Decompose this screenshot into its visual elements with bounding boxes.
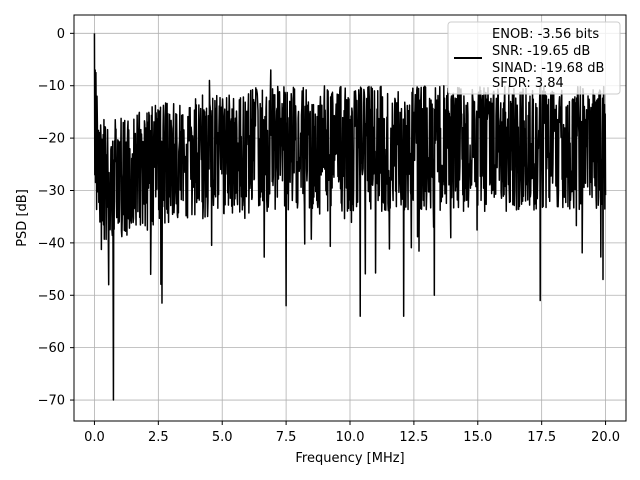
x-tick-label: 17.5 [527, 430, 556, 445]
y-tick-label: −40 [38, 236, 65, 251]
y-tick-label: 0 [57, 27, 65, 42]
y-tick-label: −50 [38, 289, 65, 304]
x-tick-label: 7.5 [276, 430, 297, 445]
x-tick-label: 10.0 [336, 430, 365, 445]
y-tick-label: −70 [38, 394, 65, 409]
x-tick-label: 2.5 [148, 430, 169, 445]
y-axis-ticks: 0 −10 −20 −30 −40 −50 −60 −70 [38, 27, 74, 409]
x-tick-label: 15.0 [463, 430, 492, 445]
x-axis-label: Frequency [MHz] [295, 451, 404, 466]
x-tick-label: 0.0 [84, 430, 105, 445]
x-tick-label: 12.5 [399, 430, 428, 445]
legend: ENOB: -3.56 bits SNR: -19.65 dB SINAD: -… [447, 21, 621, 95]
y-tick-label: −30 [38, 184, 65, 199]
legend-entry-sfdr: SFDR: 3.84 [492, 76, 564, 91]
x-axis-ticks: 0.0 2.5 5.0 7.5 10.0 12.5 15.0 17.5 20.0 [84, 421, 620, 445]
series-layer [93, 33, 607, 401]
x-tick-label: 20.0 [591, 430, 620, 445]
legend-box [447, 21, 621, 95]
y-tick-label: −10 [38, 79, 65, 94]
legend-entry-sinad: SINAD: -19.68 dB [492, 61, 604, 76]
legend-entry-enob: ENOB: -3.56 bits [492, 27, 599, 42]
y-axis-label: PSD [dB] [15, 189, 30, 247]
psd-series-line [93, 33, 607, 401]
legend-entry-snr: SNR: -19.65 dB [492, 44, 590, 59]
y-tick-label: −20 [38, 132, 65, 147]
y-tick-label: −60 [38, 341, 65, 356]
x-tick-label: 5.0 [212, 430, 233, 445]
